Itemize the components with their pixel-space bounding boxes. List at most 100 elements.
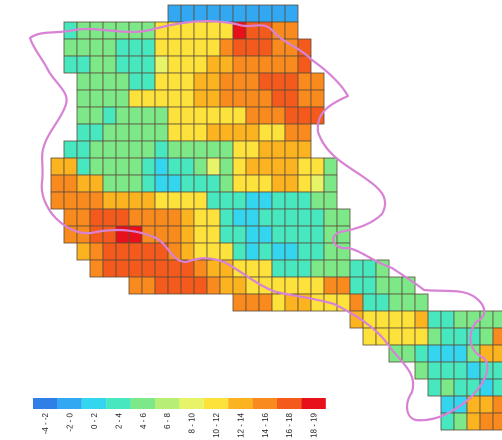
grid-cell: [115, 55, 130, 74]
grid-cell: [167, 157, 182, 176]
grid-cell: [167, 106, 182, 125]
grid-cell: [89, 208, 104, 227]
grid-cell: [102, 89, 117, 108]
grid-cell: [193, 157, 208, 176]
grid-cell: [258, 174, 273, 193]
grid-cell: [271, 259, 286, 278]
grid-cell: [167, 174, 182, 193]
grid-cell: [375, 276, 390, 295]
grid-cell: [310, 72, 325, 91]
grid-cell: [128, 55, 143, 74]
grid-cell: [284, 123, 299, 142]
legend-swatch: [252, 398, 277, 409]
grid-cell: [154, 276, 169, 295]
grid-cell: [219, 72, 234, 91]
grid-cell: [297, 276, 312, 295]
grid-cell: [362, 293, 377, 312]
grid-cell: [206, 157, 221, 176]
grid-cell: [167, 191, 182, 210]
grid-cell: [193, 225, 208, 244]
grid-cell: [414, 293, 429, 312]
grid-cell: [271, 140, 286, 159]
grid-cell: [206, 208, 221, 227]
grid-cell: [154, 38, 169, 57]
grid-cell: [427, 310, 442, 329]
grid-cell: [388, 310, 403, 329]
grid-cell: [336, 225, 351, 244]
grid-cell: [245, 174, 260, 193]
grid-cell: [219, 276, 234, 295]
grid-cell: [102, 191, 117, 210]
grid-cell: [284, 276, 299, 295]
grid-cell: [219, 140, 234, 159]
legend-swatch: [277, 398, 302, 409]
grid-cell: [128, 191, 143, 210]
grid-cell: [193, 174, 208, 193]
grid-cell: [141, 140, 156, 159]
grid-cell: [258, 293, 273, 312]
grid-cell: [89, 225, 104, 244]
grid-cell: [141, 276, 156, 295]
grid-cell: [154, 140, 169, 159]
grid-cell: [128, 225, 143, 244]
grid-cell: [167, 55, 182, 74]
grid-cell: [453, 310, 468, 329]
grid-cell: [115, 191, 130, 210]
grid-cell: [193, 140, 208, 159]
grid-cell: [492, 378, 502, 397]
grid-cell: [128, 106, 143, 125]
grid-cell: [219, 21, 234, 40]
grid-cell: [232, 208, 247, 227]
grid-cell: [297, 72, 312, 91]
grid-cell: [128, 157, 143, 176]
grid-cell: [89, 191, 104, 210]
grid-cell: [219, 191, 234, 210]
grid-cell: [258, 38, 273, 57]
grid-cell: [141, 106, 156, 125]
grid-cell: [258, 208, 273, 227]
grid-cell: [479, 412, 494, 431]
grid-cell: [310, 259, 325, 278]
grid-cell: [154, 106, 169, 125]
grid-cell: [258, 140, 273, 159]
grid-cell: [427, 378, 442, 397]
grid-cell: [141, 259, 156, 278]
grid-cell: [167, 38, 182, 57]
grid-cell: [492, 327, 502, 346]
grid-cell: [427, 361, 442, 380]
grid-cell: [232, 140, 247, 159]
grid-cell: [63, 55, 78, 74]
grid-cell: [102, 242, 117, 261]
grid-cell: [297, 242, 312, 261]
grid-cell: [63, 38, 78, 57]
grid-cell: [154, 225, 169, 244]
grid-cell: [115, 140, 130, 159]
grid-cell: [193, 72, 208, 91]
legend-label: 2 - 4: [114, 412, 123, 429]
grid-cell: [115, 38, 130, 57]
legend-label: 16 - 18: [285, 412, 294, 437]
country-boundary-line: [28, 20, 489, 422]
grid-cell: [154, 72, 169, 91]
grid-cell: [180, 225, 195, 244]
grid-cell: [245, 72, 260, 91]
grid-cell: [154, 174, 169, 193]
grid-cell: [427, 327, 442, 346]
grid-cell: [128, 72, 143, 91]
grid-cell: [245, 140, 260, 159]
grid-cell: [323, 157, 338, 176]
grid-cell: [193, 123, 208, 142]
grid-cell: [154, 157, 169, 176]
grid-cell: [323, 276, 338, 295]
grid-cell: [245, 38, 260, 57]
grid-cell: [362, 276, 377, 295]
grid-cell: [284, 259, 299, 278]
grid-cell: [297, 106, 312, 125]
grid-cell: [180, 157, 195, 176]
grid-cell: [336, 208, 351, 227]
grid-cell: [219, 89, 234, 108]
grid-cell: [258, 4, 273, 23]
grid-cell: [271, 123, 286, 142]
grid-cell: [245, 123, 260, 142]
